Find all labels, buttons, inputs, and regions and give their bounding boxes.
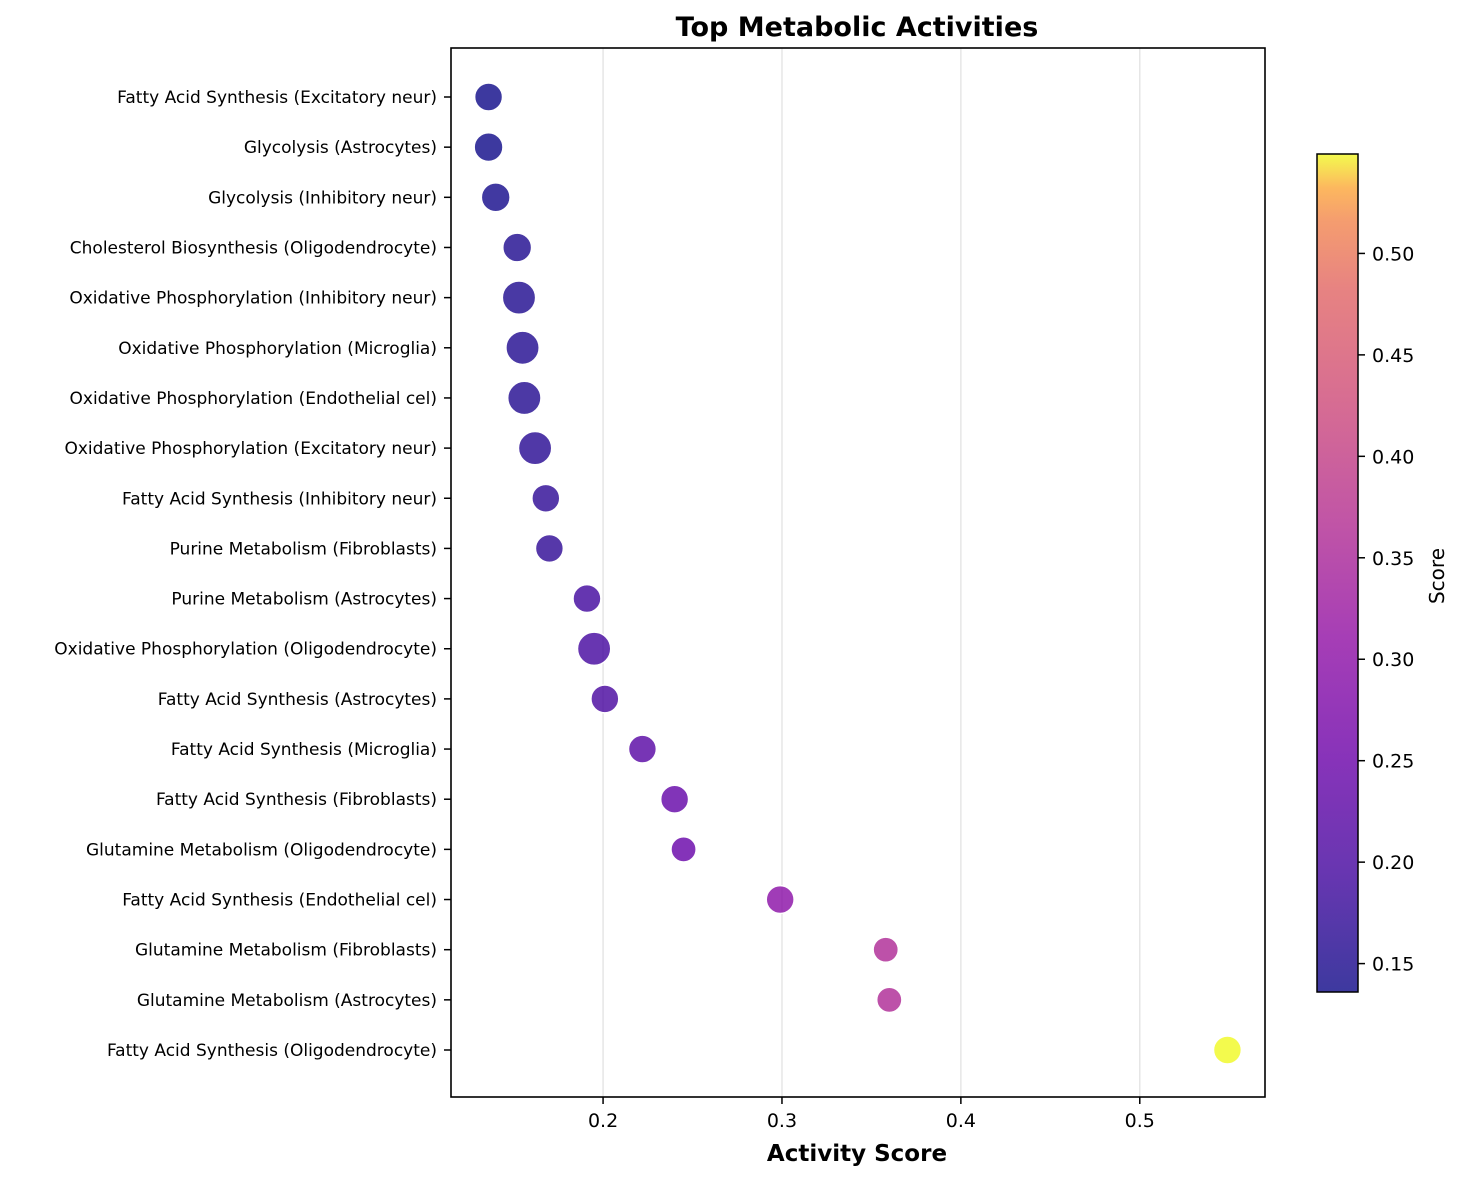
- data-point: [590, 684, 620, 714]
- x-tick-label: 0.4: [946, 1110, 976, 1132]
- y-tick-label: Oxidative Phosphorylation (Oligodendrocy…: [54, 640, 437, 660]
- colorbar-tick-label: 0.35: [1372, 548, 1414, 570]
- y-tick-label: Fatty Acid Synthesis (Fibroblasts): [156, 790, 437, 810]
- y-tick-label: Fatty Acid Synthesis (Excitatory neur): [117, 88, 437, 108]
- data-point: [531, 483, 561, 513]
- data-point: [875, 986, 903, 1014]
- data-point: [501, 280, 537, 316]
- x-axis-label: Activity Score: [767, 1141, 947, 1167]
- y-tick-label: Glycolysis (Astrocytes): [244, 138, 437, 158]
- data-point: [517, 430, 553, 466]
- y-tick-label: Glutamine Metabolism (Oligodendrocyte): [86, 840, 437, 860]
- data-point: [572, 583, 602, 614]
- y-tick-label: Glutamine Metabolism (Fibroblasts): [135, 941, 437, 961]
- chart-title: Top Metabolic Activities: [676, 12, 1039, 43]
- data-point: [765, 884, 795, 915]
- x-tick-label: 0.5: [1125, 1110, 1155, 1132]
- colorbar-tick-label: 0.45: [1372, 345, 1414, 367]
- colorbar: 0.15 0.20 0.25 0.30 0.35 0.40 0.45 0.50 Score: [1316, 153, 1449, 993]
- data-point: [480, 182, 511, 213]
- data-point: [502, 232, 533, 263]
- data-point: [534, 533, 565, 564]
- colorbar-label: Score: [1425, 548, 1449, 604]
- colorbar-tick-label: 0.30: [1372, 649, 1414, 671]
- x-axis: 0.2 0.3 0.4 0.5: [588, 1097, 1155, 1132]
- y-tick-label: Oxidative Phosphorylation (Excitatory ne…: [64, 439, 437, 459]
- colorbar-tick-label: 0.25: [1372, 751, 1414, 773]
- plot-frame: [450, 47, 1266, 1098]
- data-point: [670, 836, 697, 863]
- colorbar-tick-label: 0.40: [1372, 446, 1414, 468]
- y-tick-label: Purine Metabolism (Fibroblasts): [170, 539, 437, 559]
- colorbar-frame: [1316, 153, 1359, 993]
- data-point: [506, 380, 542, 416]
- data-point: [505, 330, 540, 366]
- y-tick-label: Fatty Acid Synthesis (Inhibitory neur): [122, 489, 437, 509]
- y-tick-label: Glycolysis (Inhibitory neur): [208, 188, 437, 208]
- y-tick-label: Glutamine Metabolism (Astrocytes): [137, 991, 437, 1011]
- colorbar-tick-label: 0.50: [1372, 243, 1414, 265]
- y-tick-label: Oxidative Phosphorylation (Endothelial c…: [70, 389, 437, 409]
- colorbar-tick-label: 0.20: [1372, 852, 1414, 874]
- y-tick-label: Oxidative Phosphorylation (Microglia): [118, 339, 437, 359]
- y-tick-label: Fatty Acid Synthesis (Oligodendrocyte): [107, 1041, 437, 1061]
- data-point: [1212, 1035, 1243, 1065]
- data-point: [576, 631, 612, 667]
- data-point: [872, 936, 900, 964]
- grid-lines: [602, 48, 1141, 1097]
- data-point: [627, 734, 658, 764]
- colorbar-tick-label: 0.15: [1372, 954, 1414, 976]
- y-axis: Fatty Acid Synthesis (Excitatory neur) Gl…: [54, 88, 451, 1061]
- y-tick-label: Purine Metabolism (Astrocytes): [171, 590, 437, 610]
- data-point: [659, 784, 690, 814]
- y-tick-label: Fatty Acid Synthesis (Astrocytes): [158, 690, 437, 710]
- data-point: [473, 132, 504, 163]
- y-tick-label: Cholesterol Biosynthesis (Oligodendrocyt…: [70, 238, 437, 258]
- data-points: [473, 82, 1243, 1065]
- y-tick-label: Fatty Acid Synthesis (Endothelial cel): [122, 891, 437, 911]
- y-tick-label: Oxidative Phosphorylation (Inhibitory ne…: [69, 289, 437, 309]
- data-point: [473, 82, 504, 112]
- x-tick-label: 0.3: [767, 1110, 797, 1132]
- x-tick-label: 0.2: [588, 1110, 618, 1132]
- colorbar-gradient: [1317, 154, 1358, 992]
- y-tick-label: Fatty Acid Synthesis (Microglia): [171, 740, 437, 760]
